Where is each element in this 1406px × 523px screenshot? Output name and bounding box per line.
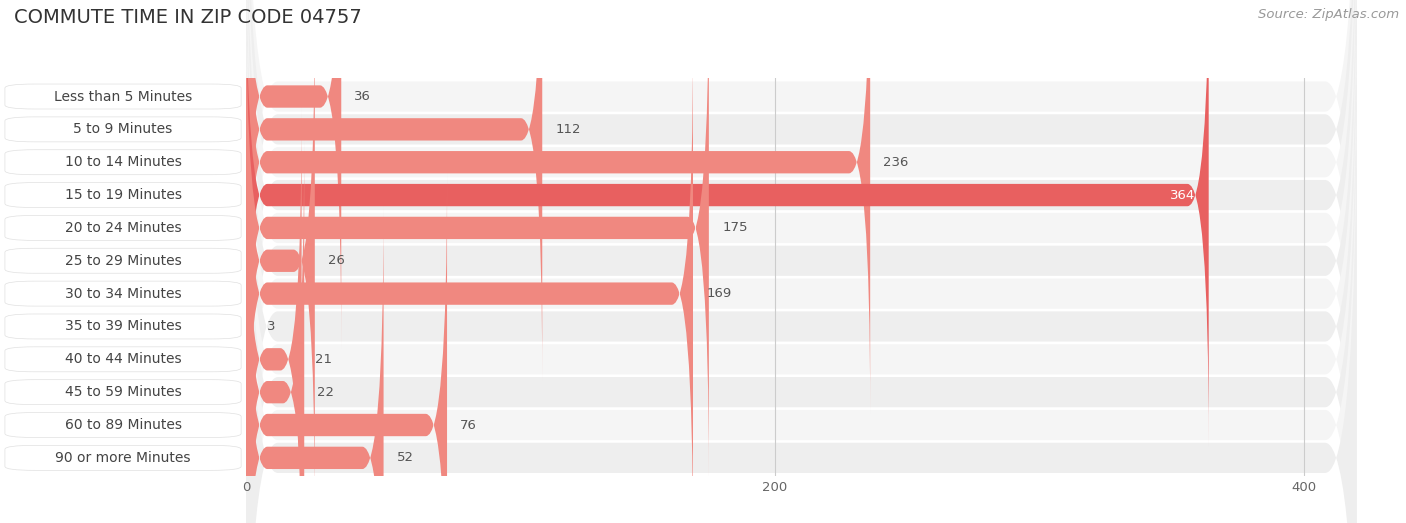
Text: 22: 22 <box>318 385 335 399</box>
FancyBboxPatch shape <box>4 183 242 208</box>
FancyBboxPatch shape <box>246 0 1357 523</box>
Text: 36: 36 <box>354 90 371 103</box>
Text: 30 to 34 Minutes: 30 to 34 Minutes <box>65 287 181 301</box>
Text: 26: 26 <box>328 254 344 267</box>
Text: 364: 364 <box>1170 189 1195 201</box>
FancyBboxPatch shape <box>246 0 1357 523</box>
FancyBboxPatch shape <box>246 0 870 414</box>
FancyBboxPatch shape <box>246 298 254 355</box>
FancyBboxPatch shape <box>246 9 315 513</box>
FancyBboxPatch shape <box>246 108 301 523</box>
FancyBboxPatch shape <box>246 79 1357 523</box>
Text: 90 or more Minutes: 90 or more Minutes <box>55 451 191 465</box>
Text: 10 to 14 Minutes: 10 to 14 Minutes <box>65 155 181 169</box>
FancyBboxPatch shape <box>246 0 709 480</box>
FancyBboxPatch shape <box>4 380 242 405</box>
FancyBboxPatch shape <box>246 46 1357 523</box>
FancyBboxPatch shape <box>246 0 1357 475</box>
FancyBboxPatch shape <box>4 248 242 273</box>
Text: 20 to 24 Minutes: 20 to 24 Minutes <box>65 221 181 235</box>
FancyBboxPatch shape <box>246 141 304 523</box>
Text: 112: 112 <box>555 123 581 136</box>
Text: 3: 3 <box>267 320 276 333</box>
FancyBboxPatch shape <box>246 0 1357 523</box>
FancyBboxPatch shape <box>4 347 242 372</box>
Text: Source: ZipAtlas.com: Source: ZipAtlas.com <box>1258 8 1399 21</box>
FancyBboxPatch shape <box>246 0 1357 523</box>
FancyBboxPatch shape <box>4 215 242 241</box>
Text: 21: 21 <box>315 353 332 366</box>
Text: 52: 52 <box>396 451 413 464</box>
FancyBboxPatch shape <box>246 13 1357 523</box>
Text: COMMUTE TIME IN ZIP CODE 04757: COMMUTE TIME IN ZIP CODE 04757 <box>14 8 361 27</box>
FancyBboxPatch shape <box>246 0 1357 523</box>
FancyBboxPatch shape <box>246 206 384 523</box>
Text: 169: 169 <box>706 287 731 300</box>
Text: 236: 236 <box>883 156 908 169</box>
FancyBboxPatch shape <box>4 117 242 142</box>
Text: Less than 5 Minutes: Less than 5 Minutes <box>53 89 193 104</box>
FancyBboxPatch shape <box>4 281 242 306</box>
Text: 5 to 9 Minutes: 5 to 9 Minutes <box>73 122 173 137</box>
Text: 40 to 44 Minutes: 40 to 44 Minutes <box>65 353 181 366</box>
FancyBboxPatch shape <box>4 314 242 339</box>
FancyBboxPatch shape <box>246 0 1357 523</box>
FancyBboxPatch shape <box>4 413 242 438</box>
FancyBboxPatch shape <box>246 0 1357 508</box>
Text: 25 to 29 Minutes: 25 to 29 Minutes <box>65 254 181 268</box>
FancyBboxPatch shape <box>4 446 242 470</box>
Text: 76: 76 <box>460 418 477 431</box>
Text: 45 to 59 Minutes: 45 to 59 Minutes <box>65 385 181 399</box>
Text: 60 to 89 Minutes: 60 to 89 Minutes <box>65 418 181 432</box>
FancyBboxPatch shape <box>246 0 1209 447</box>
Text: 35 to 39 Minutes: 35 to 39 Minutes <box>65 320 181 334</box>
FancyBboxPatch shape <box>246 42 693 523</box>
FancyBboxPatch shape <box>4 84 242 109</box>
FancyBboxPatch shape <box>246 0 1357 523</box>
Text: 15 to 19 Minutes: 15 to 19 Minutes <box>65 188 181 202</box>
Text: 175: 175 <box>723 221 748 234</box>
FancyBboxPatch shape <box>4 150 242 175</box>
FancyBboxPatch shape <box>246 174 447 523</box>
FancyBboxPatch shape <box>246 0 543 381</box>
FancyBboxPatch shape <box>246 0 342 348</box>
